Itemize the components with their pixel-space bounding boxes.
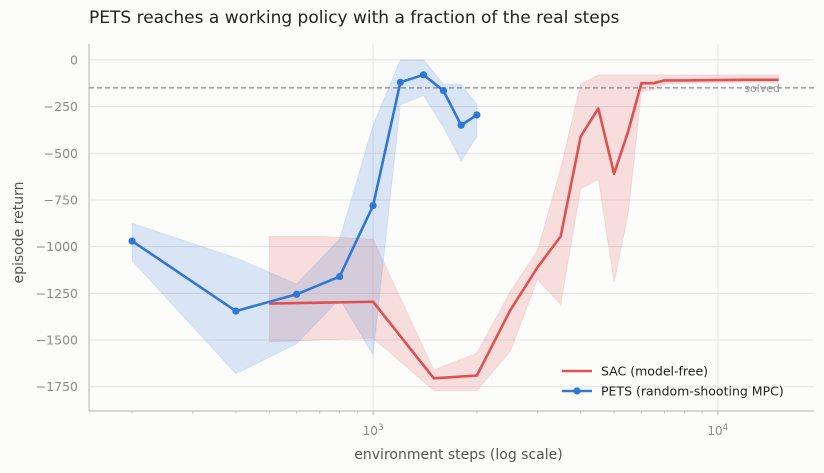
y-tick-label: −750 — [44, 192, 78, 207]
data-point — [396, 78, 404, 86]
confidence-bands — [131, 59, 780, 391]
x-axis-label: environment steps (log scale) — [354, 447, 562, 463]
legend-marker — [573, 387, 581, 395]
chart-title: PETS reaches a working policy with a fra… — [89, 8, 620, 28]
series-line-pets — [131, 73, 478, 313]
solved-threshold: solved — [89, 82, 814, 95]
data-point — [336, 272, 344, 281]
y-tick-label: −250 — [44, 99, 78, 114]
y-tick-label: −1250 — [36, 286, 78, 301]
data-point — [439, 87, 448, 95]
y-tick-label: −500 — [44, 146, 78, 161]
data-point — [473, 111, 481, 119]
legend-label: SAC (model-free) — [601, 364, 708, 379]
x-tick-label: 103 — [363, 423, 384, 438]
axes: 0 −250 −500 −750 −1000 −1250 −1500 −1750 103 104 e… — [11, 44, 814, 463]
y-tick-label: −1750 — [36, 379, 78, 394]
y-tick-label: 0 — [70, 52, 78, 67]
legend: SAC (model-free) PETS (random-shooting MP… — [562, 364, 784, 399]
data-point — [419, 71, 428, 79]
legend-label: PETS (random-shooting MPC) — [601, 384, 784, 399]
series-lines — [128, 71, 779, 380]
confidence-band-sac — [268, 74, 780, 391]
confidence-band-pets — [131, 59, 478, 375]
data-point — [128, 237, 136, 245]
y-tick-label: −1000 — [36, 239, 78, 254]
data-point — [457, 121, 465, 129]
data-point — [232, 307, 240, 315]
data-point — [369, 201, 377, 210]
solved-label: solved — [744, 82, 780, 95]
x-tick-label: 104 — [707, 423, 728, 438]
series-line-sac — [269, 78, 779, 380]
y-axis-label: episode return — [11, 181, 27, 283]
data-point — [292, 290, 301, 298]
y-tick-label: −1500 — [36, 333, 78, 348]
